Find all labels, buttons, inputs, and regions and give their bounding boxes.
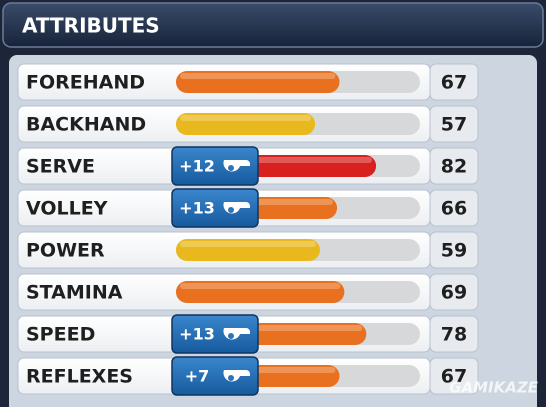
attribute-row: POWER 59 <box>17 231 479 269</box>
value-background <box>429 231 479 269</box>
bar-shine <box>180 283 341 289</box>
attribute-name: STAMINA <box>26 282 123 304</box>
bonus-label: +12 <box>179 157 215 176</box>
value-background <box>429 147 479 185</box>
badge-box <box>171 188 259 228</box>
attribute-name: SERVE <box>26 156 95 178</box>
whistle-hole <box>228 333 234 339</box>
header-bar <box>2 2 544 48</box>
bar-fill <box>176 281 345 303</box>
value-background <box>429 63 479 101</box>
bonus-badge: +12 <box>171 146 259 186</box>
badge-box <box>171 356 259 396</box>
bonus-badge: +7 <box>171 356 259 396</box>
attribute-name: POWER <box>26 240 105 262</box>
attribute-row: SERVE 82 +12 <box>17 146 479 186</box>
attribute-value: 82 <box>441 156 467 178</box>
bar-fill <box>176 71 340 93</box>
bar-fill <box>176 113 316 135</box>
bonus-label: +13 <box>179 199 215 218</box>
attribute-row: FOREHAND 67 <box>17 63 479 101</box>
whistle-hole <box>228 165 234 171</box>
bar-shine <box>180 241 316 247</box>
attribute-row: STAMINA 69 <box>17 273 479 311</box>
attribute-row: REFLEXES 67 +7 <box>17 356 479 396</box>
badge-box <box>171 146 259 186</box>
whistle-hole <box>228 207 234 213</box>
bonus-badge: +13 <box>171 314 259 354</box>
whistle-hole <box>228 375 234 381</box>
bonus-label: +7 <box>185 367 210 386</box>
bar-shine <box>180 73 336 79</box>
attribute-name: BACKHAND <box>26 114 146 136</box>
attribute-list: FOREHAND 67 BACKHAND 57 SERVE 82 +12 VOLLEY 66 +1… <box>17 63 479 396</box>
attribute-value: 67 <box>441 72 467 94</box>
bar-fill <box>176 239 320 261</box>
value-background <box>429 189 479 227</box>
value-background <box>429 105 479 143</box>
attribute-name: VOLLEY <box>26 198 108 220</box>
attribute-value: 69 <box>441 282 467 304</box>
value-background <box>429 273 479 311</box>
watermark: GAMIKAZE <box>449 379 539 397</box>
value-background <box>429 357 479 395</box>
badge-box <box>171 314 259 354</box>
bonus-badge: +13 <box>171 188 259 228</box>
header-title: ATTRIBUTES <box>22 14 160 38</box>
attribute-row: SPEED 78 +13 <box>17 314 479 354</box>
bonus-label: +13 <box>179 325 215 344</box>
bar-shine <box>180 115 312 121</box>
attribute-value: 59 <box>441 240 467 262</box>
attribute-name: REFLEXES <box>26 366 133 388</box>
attribute-value: 78 <box>441 324 467 346</box>
value-background <box>429 315 479 353</box>
attribute-name: SPEED <box>26 324 95 346</box>
attribute-row: VOLLEY 66 +13 <box>17 188 479 228</box>
attribute-row: BACKHAND 57 <box>17 105 479 143</box>
attribute-value: 67 <box>441 366 467 388</box>
attribute-value: 66 <box>441 198 467 220</box>
attribute-name: FOREHAND <box>26 72 145 94</box>
attribute-value: 57 <box>441 114 467 136</box>
